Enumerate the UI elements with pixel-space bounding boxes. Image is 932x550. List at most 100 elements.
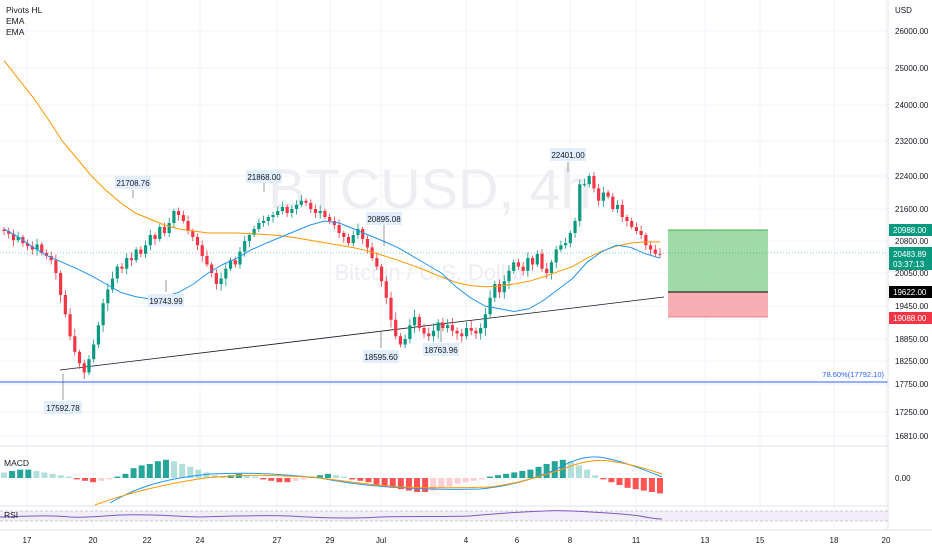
price-tick-label: 19450.00 [895, 302, 929, 311]
candle-body [167, 223, 171, 233]
macd-hist-bar [300, 478, 307, 480]
candle-body [587, 176, 591, 185]
candle-body [40, 244, 44, 253]
svg-text:19622.00: 19622.00 [893, 288, 927, 297]
macd-hist-bar [648, 478, 655, 492]
candle-body [545, 268, 549, 273]
macd-hist-bar [576, 465, 583, 478]
candle-body [460, 333, 464, 337]
price-tick-label: 23200.00 [895, 137, 929, 146]
candle-body [403, 339, 407, 345]
price-grid [0, 0, 888, 530]
candlestick-series [2, 172, 662, 379]
candle-body [87, 359, 91, 373]
price-tick-label: 25000.00 [895, 64, 929, 73]
macd-hist-bar [486, 476, 493, 478]
take-profit-zone[interactable] [668, 230, 768, 292]
macd-hist-bar [9, 471, 16, 478]
candle-body [648, 245, 653, 250]
macd-hist-bar [187, 466, 194, 478]
time-tick-label: 17 [23, 536, 32, 545]
legend-pivots[interactable]: Pivots HL [6, 5, 43, 15]
ema-fast-line [3, 220, 661, 313]
candle-body [455, 330, 459, 334]
macd-hist-bar [608, 478, 615, 483]
macd-hist-bar [268, 478, 275, 481]
macd-hist-bar [90, 478, 97, 483]
candle-body [238, 251, 242, 265]
candle-body [186, 221, 190, 231]
candle-body [601, 192, 605, 201]
svg-text:21708.76: 21708.76 [116, 179, 150, 188]
svg-text:17592.78: 17592.78 [46, 404, 80, 413]
candle-body [181, 215, 185, 221]
macd-hist-bar [511, 472, 518, 478]
candle-body [582, 184, 587, 186]
candle-body [172, 211, 176, 223]
candle-body [129, 258, 134, 261]
candle-body [299, 200, 303, 205]
candle-body [479, 328, 483, 334]
candle-body [295, 204, 299, 209]
svg-text:20483.89: 20483.89 [893, 250, 927, 259]
macd-hist-bar [1, 472, 7, 478]
candle-body [125, 258, 129, 269]
candle-body [92, 344, 96, 360]
legend-ema-1[interactable]: EMA [6, 16, 25, 26]
candle-body [233, 260, 237, 265]
pivot-high-label: 22401.00 [550, 148, 586, 172]
watermark-symbol: BTCUSD, 4h [268, 157, 592, 220]
candle-body [106, 289, 110, 304]
candle-body [630, 221, 634, 227]
time-tick-label: 27 [273, 536, 282, 545]
svg-text:19743.99: 19743.99 [149, 297, 183, 306]
candle-body [398, 336, 403, 345]
candle-body [450, 325, 454, 331]
candle-body [96, 325, 100, 345]
rsi-title[interactable]: RSI [4, 510, 19, 520]
candle-body [625, 217, 629, 221]
candle-body [507, 270, 511, 282]
macd-hist-bar [567, 461, 574, 478]
candle-body [592, 176, 596, 189]
stop-loss-zone[interactable] [668, 292, 768, 317]
candle-body [285, 206, 289, 213]
candle-body [535, 253, 539, 265]
price-axis[interactable]: 26000.00 25000.00 24000.00 23200.00 22400.00… [895, 27, 929, 441]
trend-line[interactable] [59, 296, 665, 371]
candle-body [309, 202, 313, 209]
macd-hist-bar [98, 478, 105, 481]
macd-hist-bar [211, 475, 218, 478]
legend-ema-2[interactable]: EMA [6, 27, 25, 37]
price-tick-label: 21600.00 [895, 205, 929, 214]
time-axis[interactable]: 17 20 22 24 27 29 Jul 4 6 8 11 13 15 18 20 [23, 536, 891, 545]
time-tick-label: 24 [196, 536, 205, 545]
time-tick-label: 13 [701, 536, 710, 545]
candle-body [110, 278, 115, 290]
macd-title[interactable]: MACD [4, 458, 30, 468]
macd-hist-bar [252, 476, 259, 478]
candle-body [228, 260, 233, 269]
time-tick-label: Jul [376, 536, 386, 545]
candle-body [516, 262, 521, 267]
pivot-high-label: 21708.76 [115, 176, 151, 198]
candle-body [11, 233, 16, 241]
candle-body [115, 266, 119, 279]
candle-body [332, 221, 336, 225]
candle-body [389, 297, 393, 320]
candle-body [342, 233, 346, 237]
svg-text:19088.00: 19088.00 [893, 314, 927, 323]
candle-body [101, 303, 105, 326]
macd-hist-bar [122, 473, 129, 478]
candle-body [502, 281, 506, 293]
price-tick-label: 24000.00 [895, 101, 929, 110]
pivot-high-label: 20895.08 [366, 212, 402, 246]
candle-body [422, 328, 426, 334]
candle-body [634, 227, 639, 231]
svg-text:18595.60: 18595.60 [364, 353, 398, 362]
candle-body [120, 266, 124, 269]
time-tick-label: 29 [326, 536, 335, 545]
candle-body [365, 239, 369, 248]
macd-hist-bar [373, 478, 380, 485]
